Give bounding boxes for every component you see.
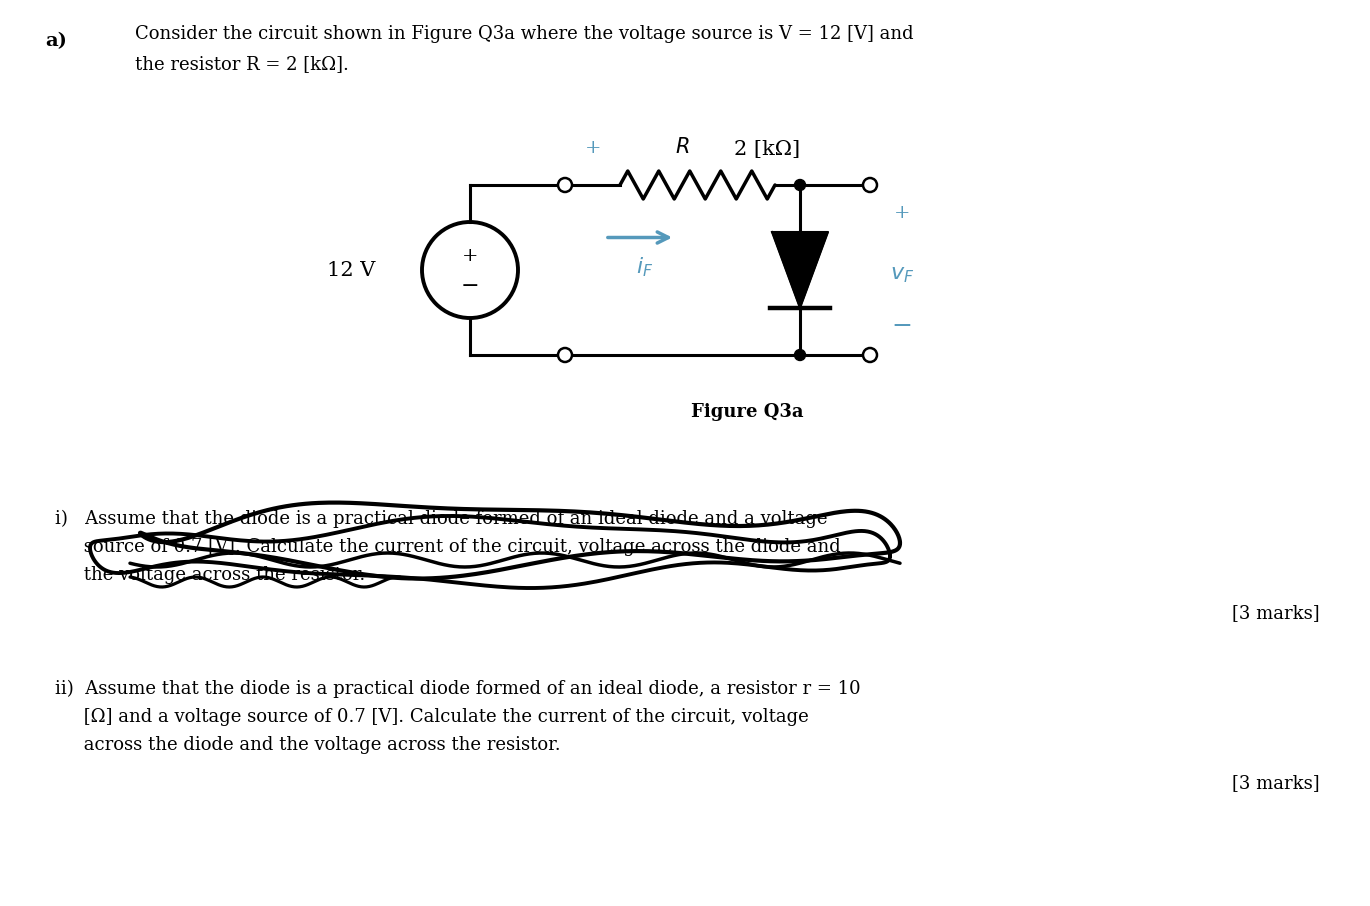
Circle shape [795, 179, 806, 190]
Text: +: + [893, 204, 910, 222]
Text: $v_F$: $v_F$ [890, 265, 914, 285]
Text: 12 V: 12 V [326, 261, 375, 279]
Text: +: + [462, 247, 478, 265]
Text: −: − [460, 275, 480, 297]
Circle shape [795, 350, 806, 361]
Circle shape [558, 348, 573, 362]
Circle shape [863, 348, 877, 362]
Text: a): a) [45, 32, 67, 50]
Text: across the diode and the voltage across the resistor.: across the diode and the voltage across … [55, 736, 560, 754]
Text: −: − [892, 315, 912, 339]
Text: $i_F$: $i_F$ [636, 255, 653, 279]
Text: [3 marks]: [3 marks] [1233, 774, 1321, 792]
Text: [3 marks]: [3 marks] [1233, 604, 1321, 622]
Circle shape [558, 178, 573, 192]
Text: source of 0.7 [V]. Calculate the current of the circuit, voltage across the diod: source of 0.7 [V]. Calculate the current… [55, 538, 841, 556]
Polygon shape [773, 232, 827, 308]
Circle shape [863, 178, 877, 192]
Text: the voltage across the resistor.: the voltage across the resistor. [55, 566, 366, 584]
Text: Figure Q3a: Figure Q3a [692, 403, 804, 421]
Text: the resistor R = 2 [kΩ].: the resistor R = 2 [kΩ]. [136, 55, 349, 73]
Text: ii)  Assume that the diode is a practical diode formed of an ideal diode, a resi: ii) Assume that the diode is a practical… [55, 680, 860, 699]
Text: 2 [kΩ]: 2 [kΩ] [734, 140, 800, 159]
Text: [Ω] and a voltage source of 0.7 [V]. Calculate the current of the circuit, volta: [Ω] and a voltage source of 0.7 [V]. Cal… [55, 708, 808, 726]
Text: $R$: $R$ [675, 137, 689, 157]
Text: +: + [585, 139, 601, 157]
Text: i)   Assume that the diode is a practical diode formed of an ideal diode and a v: i) Assume that the diode is a practical … [55, 510, 827, 528]
Text: Consider the circuit shown in Figure Q3a where the voltage source is V = 12 [V] : Consider the circuit shown in Figure Q3a… [136, 25, 914, 43]
